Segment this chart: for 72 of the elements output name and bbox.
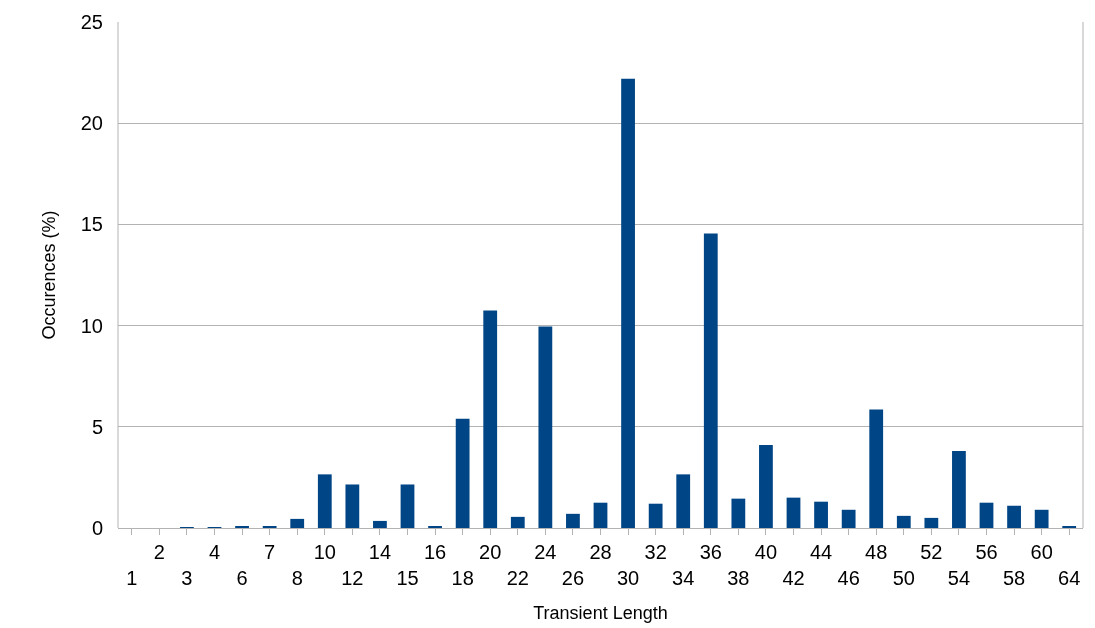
bar xyxy=(703,233,718,528)
bar xyxy=(455,418,470,528)
x-tick-label: 14 xyxy=(368,541,392,563)
x-tick-label: 48 xyxy=(865,541,888,563)
bar xyxy=(621,78,635,528)
x-tick-label: 15 xyxy=(396,567,419,589)
y-tick-label: 10 xyxy=(80,314,103,337)
bar xyxy=(593,502,608,528)
bar xyxy=(1007,505,1021,528)
x-axis-title: Transient Length xyxy=(533,603,668,624)
x-tick-label: 12 xyxy=(341,567,364,589)
bar xyxy=(400,484,415,528)
x-tick-label: 42 xyxy=(782,567,805,589)
x-tick-label: 10 xyxy=(313,541,336,563)
bar xyxy=(566,513,580,528)
bar xyxy=(538,326,553,528)
bar xyxy=(869,409,884,528)
bar xyxy=(483,310,498,528)
x-tick-label: 24 xyxy=(534,541,557,563)
bar xyxy=(1034,509,1049,528)
bar xyxy=(373,520,387,528)
x-tick-label: 44 xyxy=(809,541,833,563)
x-tick-label: 6 xyxy=(236,567,248,589)
bar xyxy=(510,516,525,528)
x-tick-label: 18 xyxy=(451,567,474,589)
x-tick-label: 34 xyxy=(672,567,695,589)
x-tick-label: 60 xyxy=(1030,541,1053,563)
bar xyxy=(428,525,442,528)
bar xyxy=(759,445,773,528)
x-tick-label: 54 xyxy=(947,567,971,589)
bar xyxy=(648,503,663,528)
bar xyxy=(924,517,939,528)
x-tick-label: 2 xyxy=(153,541,165,563)
bar xyxy=(841,509,856,528)
x-tick-label: 26 xyxy=(561,567,585,589)
x-tick-label: 16 xyxy=(423,541,447,563)
x-tick-label: 22 xyxy=(506,567,529,589)
bar xyxy=(345,484,360,528)
bar xyxy=(290,518,305,528)
bar xyxy=(814,501,828,528)
y-tick-label: 25 xyxy=(80,11,103,33)
y-axis-title: Occurences (%) xyxy=(38,210,59,340)
x-tick-label: 32 xyxy=(644,541,667,563)
x-tick-label: 28 xyxy=(589,541,612,563)
x-tick-label: 30 xyxy=(616,567,640,589)
x-tick-label: 58 xyxy=(1002,567,1026,589)
bar xyxy=(786,497,801,528)
y-tick-label: 15 xyxy=(80,213,103,236)
x-tick-label: 8 xyxy=(291,567,303,589)
x-tick-label: 50 xyxy=(892,567,915,589)
bar xyxy=(896,515,911,528)
x-tick-label: 64 xyxy=(1058,567,1081,589)
y-tick-label: 5 xyxy=(91,415,103,438)
x-tick-label: 36 xyxy=(699,541,722,563)
bar xyxy=(979,502,994,528)
bar xyxy=(317,474,332,528)
x-tick-label: 40 xyxy=(754,541,778,563)
y-tick-label: 0 xyxy=(91,517,103,539)
x-tick-label: 52 xyxy=(920,541,943,563)
x-tick-label: 56 xyxy=(975,541,998,563)
x-tick-label: 4 xyxy=(208,541,221,563)
bar xyxy=(1062,525,1077,528)
x-tick-label: 3 xyxy=(181,567,193,589)
bar xyxy=(952,451,966,528)
x-tick-label: 1 xyxy=(126,567,138,589)
x-tick-label: 46 xyxy=(837,567,860,589)
y-tick-label: 20 xyxy=(80,112,103,135)
x-tick-label: 38 xyxy=(727,567,750,589)
bar xyxy=(731,498,746,528)
bar xyxy=(676,474,691,528)
x-tick-label: 7 xyxy=(264,541,276,563)
x-tick-label: 20 xyxy=(479,541,502,563)
